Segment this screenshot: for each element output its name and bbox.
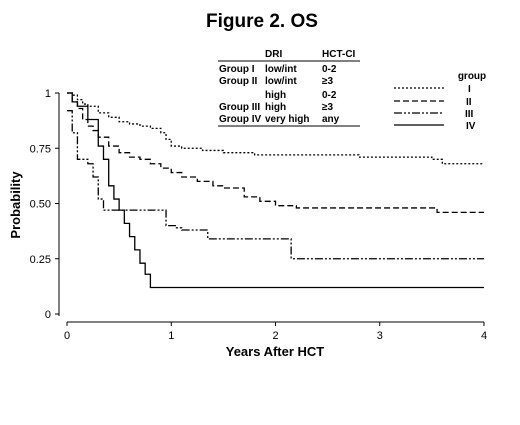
table-row-5-dri: very high [265,114,309,125]
legend: group I II III IV [394,71,486,132]
table-header-dri: DRI [265,49,282,60]
table-row-4-dri: high [265,102,286,113]
x-tick-label: 3 [377,330,383,342]
legend-label-IV: IV [466,121,476,132]
series-line-IV [67,92,484,289]
table-row-1-dri: low/int [265,64,297,75]
table-row-1-group: Group I [219,64,255,75]
x-tick-label: 4 [481,330,487,342]
table-row-2-group: Group II [219,76,258,87]
chart-title: Figure 2. OS [206,11,318,32]
y-tick-label: 1 [45,88,51,100]
series-line-II [67,92,484,213]
series-line-I [67,92,484,165]
y-tick-label: 0.50 [30,199,51,211]
y-axis-label: Probability [8,171,23,239]
legend-label-I: I [468,84,471,95]
legend-label-II: II [466,97,472,108]
x-tick-label: 1 [168,330,174,342]
x-tick-label: 0 [64,330,70,342]
table-row-2-hctci: ≥3 [322,76,333,87]
x-axis-ticks: 0 1 2 3 4 [64,322,487,342]
survival-curves [67,92,484,289]
legend-title: group [458,71,486,82]
table-row-1-hctci: 0-2 [322,64,337,75]
table-row-5-hctci: any [322,114,340,125]
table-row-5-group: Group IV [219,114,262,125]
table-row-4-hctci: ≥3 [322,102,333,113]
x-tick-label: 2 [272,330,278,342]
table-row-4-group: Group III [219,102,260,113]
y-tick-label: 0.25 [30,254,51,266]
legend-label-III: III [465,109,474,120]
table-row-2-dri: low/int [265,76,297,87]
table-row-3-hctci: 0-2 [322,90,337,101]
table-row-3-dri: high [265,90,286,101]
x-axis-label: Years After HCT [226,344,325,359]
series-line-III [67,110,484,260]
y-tick-label: 0 [45,309,51,321]
y-axis-ticks: 0 0.25 0.50 0.75 1 [30,88,59,321]
table-header-hctci: HCT-CI [322,49,356,60]
group-table: DRI HCT-CI Group I low/int 0-2 Group II … [218,49,360,127]
y-tick-label: 0.75 [30,143,51,155]
